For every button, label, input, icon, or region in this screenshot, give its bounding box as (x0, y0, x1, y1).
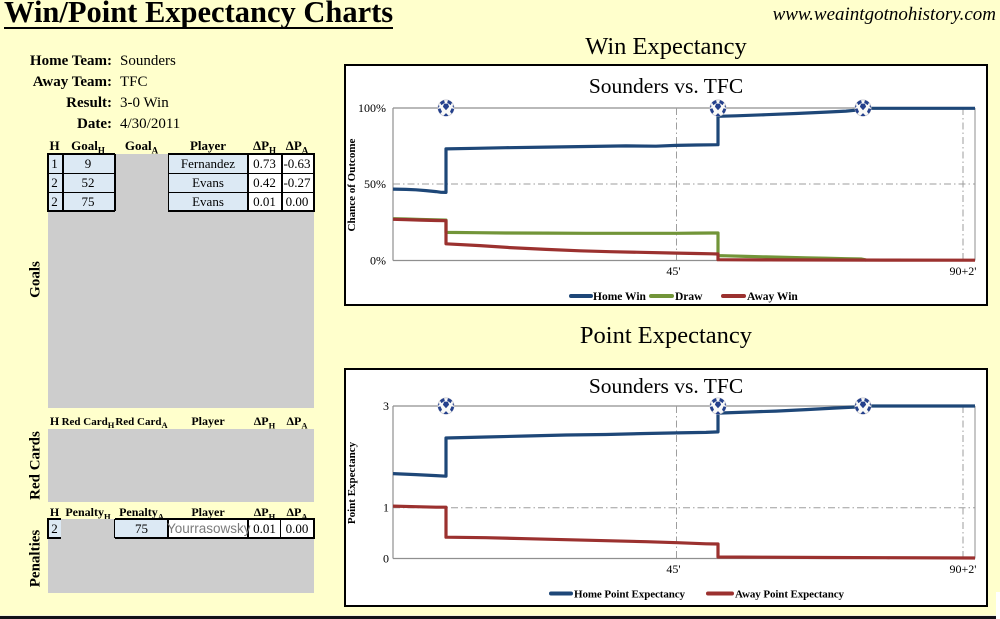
svg-text:Home Point Expectancy: Home Point Expectancy (574, 589, 686, 601)
svg-text:1: 1 (383, 501, 389, 515)
svg-text:90+2': 90+2' (950, 264, 977, 278)
svg-text:Home Win: Home Win (593, 291, 647, 303)
svg-text:Point Expectancy: Point Expectancy (346, 441, 358, 524)
svg-text:3: 3 (383, 399, 389, 413)
svg-text:Away Point Expectancy: Away Point Expectancy (735, 589, 845, 601)
svg-text:0%: 0% (370, 254, 386, 268)
svg-text:90+2': 90+2' (950, 562, 977, 576)
svg-text:Sounders vs. TFC: Sounders vs. TFC (589, 374, 743, 398)
svg-text:0: 0 (383, 552, 389, 566)
svg-text:Draw: Draw (675, 291, 703, 303)
svg-text:45': 45' (666, 264, 680, 278)
svg-text:50%: 50% (364, 177, 386, 191)
svg-text:Chance of Outcome: Chance of Outcome (346, 138, 358, 231)
svg-text:Away Win: Away Win (747, 291, 798, 303)
svg-text:45': 45' (666, 562, 680, 576)
svg-text:100%: 100% (358, 101, 386, 115)
svg-text:Sounders vs. TFC: Sounders vs. TFC (589, 74, 743, 98)
